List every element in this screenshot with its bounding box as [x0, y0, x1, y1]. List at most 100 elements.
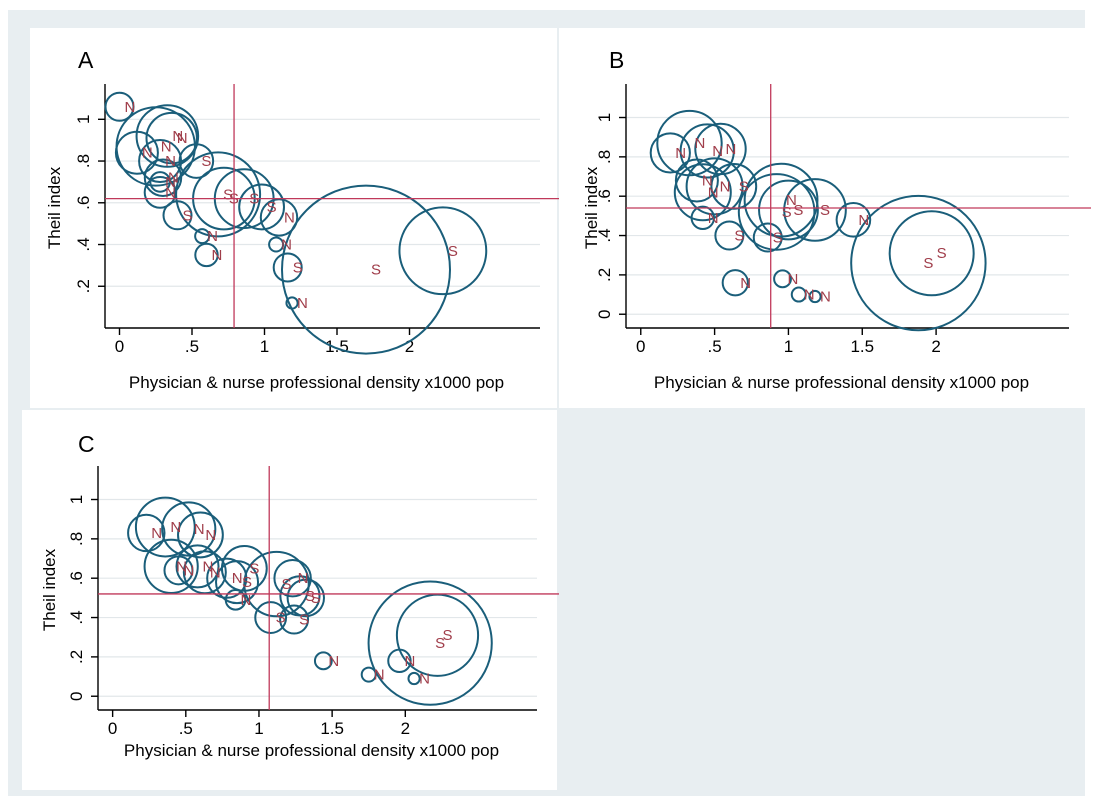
bubble-marker	[281, 184, 451, 355]
bubble-marker	[313, 651, 333, 671]
marker-label: S	[293, 259, 303, 276]
y-tick-label: 1	[67, 495, 86, 504]
marker-label: N	[820, 289, 831, 306]
bubble-marker	[145, 111, 198, 165]
x-tick-label: 1.5	[320, 719, 344, 738]
bubble-marker	[279, 604, 310, 635]
y-tick-label: .6	[595, 189, 614, 203]
bubble-marker	[395, 593, 480, 677]
x-tick-label: 1	[260, 337, 269, 356]
marker-label: N	[858, 212, 869, 229]
marker-label: S	[793, 202, 803, 219]
bubble-layer: NNNNNNSNNNSSSSNSNNNSSSN	[104, 91, 488, 355]
marker-label: S	[201, 153, 211, 170]
bubble-marker	[143, 158, 183, 197]
marker-label: N	[281, 237, 292, 254]
y-axis-label: Theil index	[40, 548, 59, 631]
y-tick-label: 0	[595, 309, 614, 318]
bubble-marker	[149, 171, 171, 193]
x-tick-label: 1	[784, 337, 793, 356]
marker-label: N	[151, 525, 162, 542]
y-tick-label: .4	[67, 610, 86, 624]
marker-label: S	[267, 199, 277, 216]
marker-label: N	[194, 521, 205, 538]
marker-label: S	[371, 262, 381, 279]
panel-a: 0 .5 1 1.5 2 .2 .4 .6 .8 1 Physician & nurse profe…	[30, 28, 562, 408]
bubble-marker	[673, 163, 732, 222]
marker-label: N	[297, 295, 308, 312]
bubble-marker	[135, 104, 200, 168]
y-tick-label: .2	[74, 279, 93, 293]
bubble-marker	[162, 200, 193, 231]
bubble-marker	[758, 179, 819, 241]
bubble-marker	[710, 162, 758, 210]
x-axis-label: Physician & nurse professional density x…	[129, 373, 504, 392]
marker-label: N	[165, 153, 176, 170]
y-tick-label: .6	[67, 571, 86, 585]
x-tick-label: 1.5	[850, 337, 874, 356]
marker-label: S	[282, 576, 292, 593]
marker-label: N	[720, 178, 731, 195]
marker-label: N	[205, 527, 216, 544]
x-tick-label: .5	[179, 719, 193, 738]
panel-b: 0 .5 1 1.5 2 0 .2 .4 .6 .8 1 Physician & nurse prof…	[559, 28, 1091, 408]
marker-label: N	[241, 592, 252, 609]
bubble-marker	[175, 151, 262, 238]
bubble-marker	[285, 296, 299, 310]
y-axis-label: Theil index	[45, 166, 64, 249]
bubble-marker	[888, 210, 975, 297]
marker-label: S	[734, 228, 744, 245]
marker-label: N	[328, 653, 339, 670]
x-tick-label: 1	[254, 719, 263, 738]
marker-label: N	[786, 192, 797, 209]
bubble-marker	[690, 205, 715, 231]
gridlines	[98, 498, 537, 697]
bubble-marker	[674, 158, 719, 203]
marker-label: S	[311, 590, 321, 607]
bubble-marker	[721, 269, 749, 297]
marker-label: N	[170, 519, 181, 536]
panel-title: A	[78, 47, 94, 73]
panel-title: C	[78, 431, 95, 457]
marker-label: N	[212, 247, 223, 264]
bubble-marker	[773, 269, 792, 289]
marker-label: S	[923, 255, 933, 272]
marker-label: N	[142, 145, 153, 162]
bubble-marker	[268, 236, 285, 253]
x-tick-label: 0	[636, 337, 645, 356]
x-tick-label: 2	[405, 337, 414, 356]
panel-c: 0 .5 1 1.5 2 0 .2 .4 .6 .8 1 Physician & nurse prof…	[22, 410, 559, 790]
x-tick-label: 2	[931, 337, 940, 356]
marker-label: N	[708, 210, 719, 227]
marker-label: N	[284, 209, 295, 226]
bubble-marker	[163, 555, 194, 586]
y-tick-label: .8	[67, 532, 86, 546]
marker-label: S	[183, 207, 193, 224]
bubble-marker	[114, 130, 159, 175]
bubble-marker	[714, 220, 745, 251]
bubble-marker	[685, 157, 744, 216]
marker-label: S	[937, 245, 947, 262]
marker-label: N	[168, 170, 179, 187]
marker-label: S	[223, 186, 233, 203]
marker-label: N	[694, 135, 705, 152]
bubble-marker	[752, 222, 783, 253]
marker-label: N	[404, 653, 415, 670]
bubble-marker	[143, 538, 199, 594]
marker-label: N	[210, 564, 221, 581]
marker-label: N	[804, 287, 815, 304]
bubble-marker	[286, 578, 325, 618]
bubble-marker	[649, 132, 691, 174]
bubble-marker	[783, 178, 847, 242]
bubble-marker	[387, 648, 412, 674]
marker-label: N	[161, 138, 172, 155]
marker-label: N	[712, 143, 723, 160]
y-tick-label: 1	[595, 113, 614, 122]
bubble-marker	[398, 206, 488, 296]
bubble-marker	[134, 496, 196, 558]
x-axis-label: Physician & nurse professional density x…	[124, 741, 499, 760]
marker-label: S	[276, 610, 286, 627]
bubble-marker	[194, 242, 219, 268]
